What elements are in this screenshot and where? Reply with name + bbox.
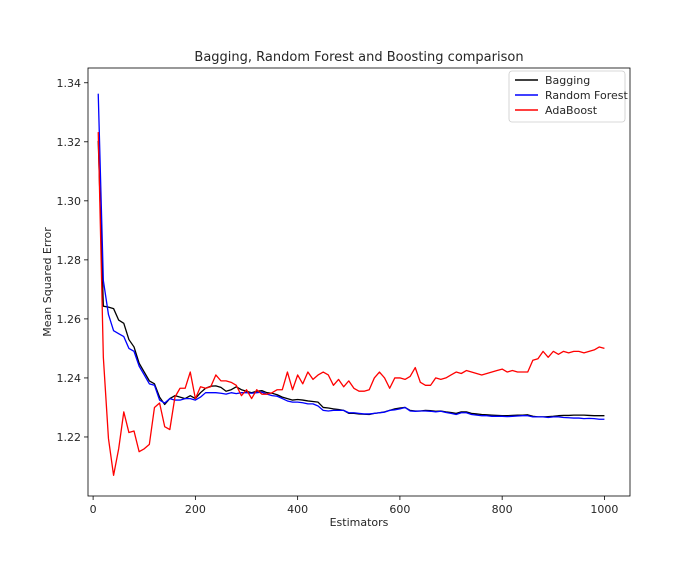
legend-label: Random Forest — [545, 89, 628, 102]
series-line-random-forest — [97, 93, 605, 420]
legend-label: AdaBoost — [545, 104, 598, 117]
legend: Bagging Random Forest AdaBoost — [508, 70, 628, 123]
y-tick-label: 1.24 — [57, 372, 82, 385]
x-tick-label: 200 — [185, 503, 206, 516]
x-tick-label: 1000 — [590, 503, 618, 516]
y-tick-label: 1.26 — [57, 313, 82, 326]
y-tick-label: 1.28 — [57, 254, 82, 267]
x-tick-label: 0 — [90, 503, 97, 516]
plot-frame — [87, 67, 631, 497]
plot-area — [97, 93, 605, 476]
y-axis-label: Mean Squared Error — [41, 227, 54, 337]
y-tick-label: 1.34 — [57, 77, 82, 90]
x-tick-label: 600 — [389, 503, 410, 516]
x-tick-label: 800 — [492, 503, 513, 516]
series-line-adaboost — [97, 132, 605, 476]
x-tick-label: 400 — [287, 503, 308, 516]
y-axis: 1.22 1.24 1.26 1.28 1.30 1.32 1.34 — [57, 77, 88, 444]
chart-title: Bagging, Random Forest and Boosting comp… — [194, 50, 523, 65]
y-tick-label: 1.30 — [57, 195, 82, 208]
x-axis: 0 200 400 600 800 1000 — [90, 496, 618, 516]
y-tick-label: 1.32 — [57, 136, 82, 149]
legend-label: Bagging — [545, 74, 590, 87]
x-axis-label: Estimators — [330, 516, 389, 529]
y-tick-label: 1.22 — [57, 431, 82, 444]
